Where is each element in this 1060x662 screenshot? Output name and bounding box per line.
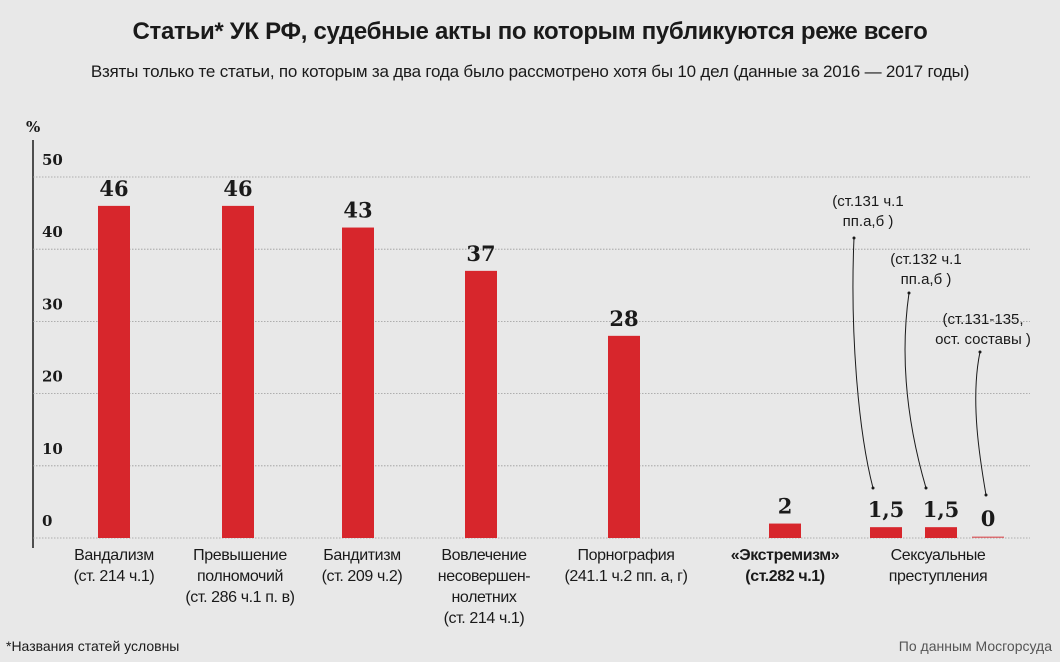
category-label-line: преступления [888,568,988,585]
category-label-line: (ст. 209 ч.2) [321,568,403,585]
chart-title: Статьи* УК РФ, судебные акты по которым … [132,18,928,45]
value-label: 28 [609,306,638,331]
y-tick-label: 10 [42,440,63,458]
y-tick-label: 40 [42,223,63,241]
value-label: 46 [99,176,128,201]
category-label-line: Превышение [193,547,287,564]
value-label: 46 [223,176,252,201]
category-label-line: Бандитизм [323,547,401,564]
connector-dot [984,493,988,497]
category-label: Вандализм (ст. 214 ч.1) [74,545,155,587]
category-label-line: (ст. 286 ч.1 п. в) [185,589,295,606]
y-tick-label: 50 [42,151,63,169]
category-label-line: Порнография [577,547,675,564]
value-label: 0 [981,506,996,531]
category-label-line: нолетних [451,589,517,606]
value-label: 37 [466,241,495,266]
bar [222,205,254,538]
category-label: Порнография (241.1 ч.2 пп. а, г) [564,545,688,587]
bar [608,335,640,538]
annotation-connector [904,292,927,489]
source-note: По данным Мосгорсуда [898,638,1052,654]
y-tick-label: 30 [42,295,63,313]
category-label-line: Сексуальные [890,547,986,564]
connector-dot [871,486,875,490]
chart-subtitle: Взяты только те статьи, по которым за дв… [90,62,970,81]
category-label-line: (241.1 ч.2 пп. а, г) [564,568,688,585]
category-label-line: (ст. 214 ч.1) [443,610,525,627]
annotation-text: пп.а,б ) [901,271,952,288]
connector-dot [852,236,856,240]
annotation-connector [975,351,987,496]
bar [465,270,497,538]
footnote: *Названия статей условны [6,638,180,654]
value-label: 2 [778,494,793,519]
category-label-line: несовершен- [437,568,531,585]
value-label: 43 [343,198,372,223]
annotation-text: (ст.131 ч.1 [832,193,903,210]
bar [870,527,902,538]
category-label-line: полномочий [196,568,284,585]
category-label: «Экстремизм» (ст.282 ч.1) [730,545,840,587]
connector-dot [978,350,982,354]
y-axis-label: % [26,118,40,136]
annotation-text: (ст.132 ч.1 [890,251,961,268]
value-label: 1,5 [923,497,960,522]
category-label-line: Вовлечение [441,547,527,564]
category-label-line: (ст. 214 ч.1) [73,568,155,585]
y-tick-label: 20 [42,368,63,386]
value-label: 1,5 [868,497,905,522]
annotation-connector [852,237,874,489]
bar [769,523,801,538]
bar [925,527,957,538]
category-label: Превышение полномочий (ст. 286 ч.1 п. в) [185,545,295,608]
bar [972,536,1004,538]
connector-dot [924,486,928,490]
connector-dot [907,291,911,295]
category-label-line: Вандализм [74,547,154,564]
category-label: Сексуальные преступления [889,545,988,587]
bar [342,227,374,539]
bar [98,205,130,538]
category-label: Вовлечение несовершен-нолетних (ст. 214 ч.… [437,545,531,629]
annotation-text: ост. составы ) [935,331,1031,348]
category-label: Бандитизм (ст. 209 ч.2) [322,545,403,587]
y-tick-label: 0 [42,512,52,530]
category-label-line: «Экстремизм» [730,547,840,564]
annotation-text: (ст.131-135, [942,311,1023,328]
annotation-text: пп.а,б ) [843,213,894,230]
category-label-line: (ст.282 ч.1) [745,568,825,585]
